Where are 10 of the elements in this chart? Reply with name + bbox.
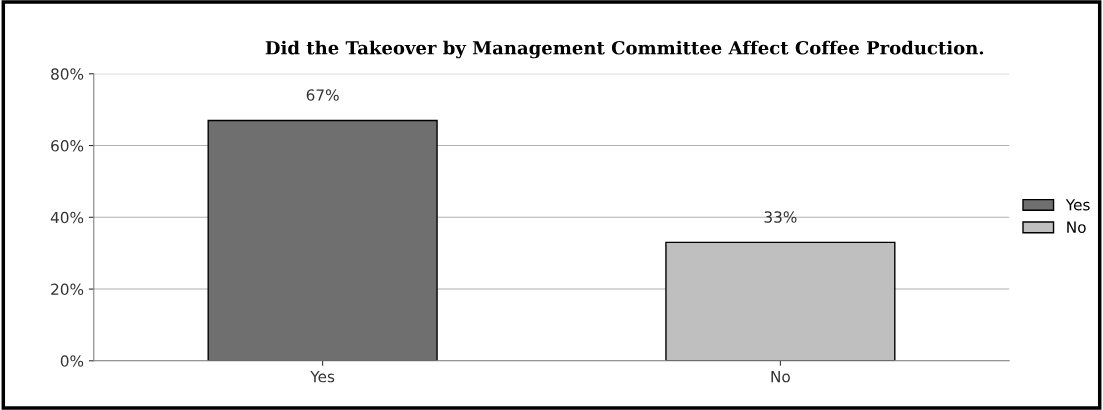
y-tick-label: 20% xyxy=(51,283,84,296)
y-tick-label: 60% xyxy=(51,140,84,152)
data-label: 33% xyxy=(764,211,797,223)
legend-label: No xyxy=(1067,221,1086,233)
chart-title: Did the Takeover by Management Committee Affect Coffee Production. xyxy=(265,40,984,59)
legend-label: Yes xyxy=(1065,199,1090,211)
y-tick-label: 0% xyxy=(60,355,84,367)
data-label: 67% xyxy=(306,89,339,101)
y-tick-label: 80% xyxy=(51,68,84,80)
y-tick-label: 40% xyxy=(50,211,84,224)
